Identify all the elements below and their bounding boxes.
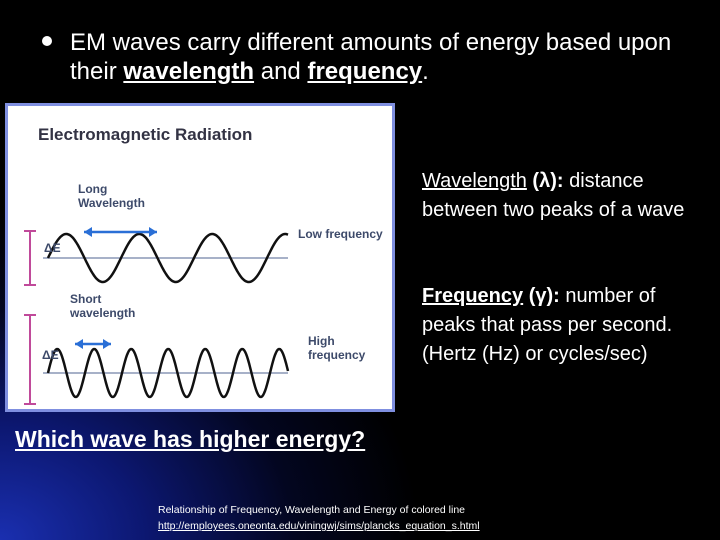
credit: Relationship of Frequency, Wavelength an… — [158, 502, 480, 534]
arrowhead — [149, 227, 157, 237]
arrowhead — [75, 339, 83, 349]
wave-drawing — [24, 227, 290, 405]
text: and — [254, 58, 308, 85]
wave — [46, 232, 289, 284]
label: Long Wavelength — [78, 182, 145, 210]
label: ΔE — [44, 241, 61, 255]
label: Short wavelength — [70, 292, 136, 320]
arrowhead — [103, 339, 111, 349]
symbol: (λ): — [526, 170, 564, 192]
term: Frequency — [422, 285, 524, 307]
keyword: wavelength — [123, 58, 255, 85]
link[interactable]: http://employees.oneonta.edu/viningwj/si… — [158, 520, 480, 532]
wave — [46, 347, 290, 399]
text: EM waves carry different amounts of ener… — [70, 29, 672, 85]
text: number of peaks that pass per second. (H… — [422, 285, 673, 365]
symbol: (γ): — [523, 285, 560, 307]
text: . — [422, 58, 429, 85]
label: Low frequency — [298, 227, 383, 241]
definition: Wavelength (λ): distance between two pea… — [422, 167, 712, 225]
caption: Relationship of Frequency, Wavelength an… — [158, 504, 466, 516]
label: ΔE — [42, 348, 59, 362]
keyword: frequency — [307, 58, 423, 85]
diagram: Electromagnetic Radiation Long Wavelengt… — [5, 103, 395, 412]
definition: Frequency (γ): number of peaks that pass… — [422, 282, 712, 369]
term: Wavelength — [422, 170, 527, 192]
label: High frequency — [308, 334, 366, 362]
bullet-text: EM waves carry different amounts of ener… — [70, 28, 690, 86]
diagram-title: Electromagnetic Radiation — [38, 125, 253, 144]
bullet-dot — [42, 36, 52, 46]
question: Which wave has higher energy? — [15, 426, 366, 452]
text: distance between two peaks of a wave — [422, 170, 685, 221]
arrowhead — [84, 227, 92, 237]
